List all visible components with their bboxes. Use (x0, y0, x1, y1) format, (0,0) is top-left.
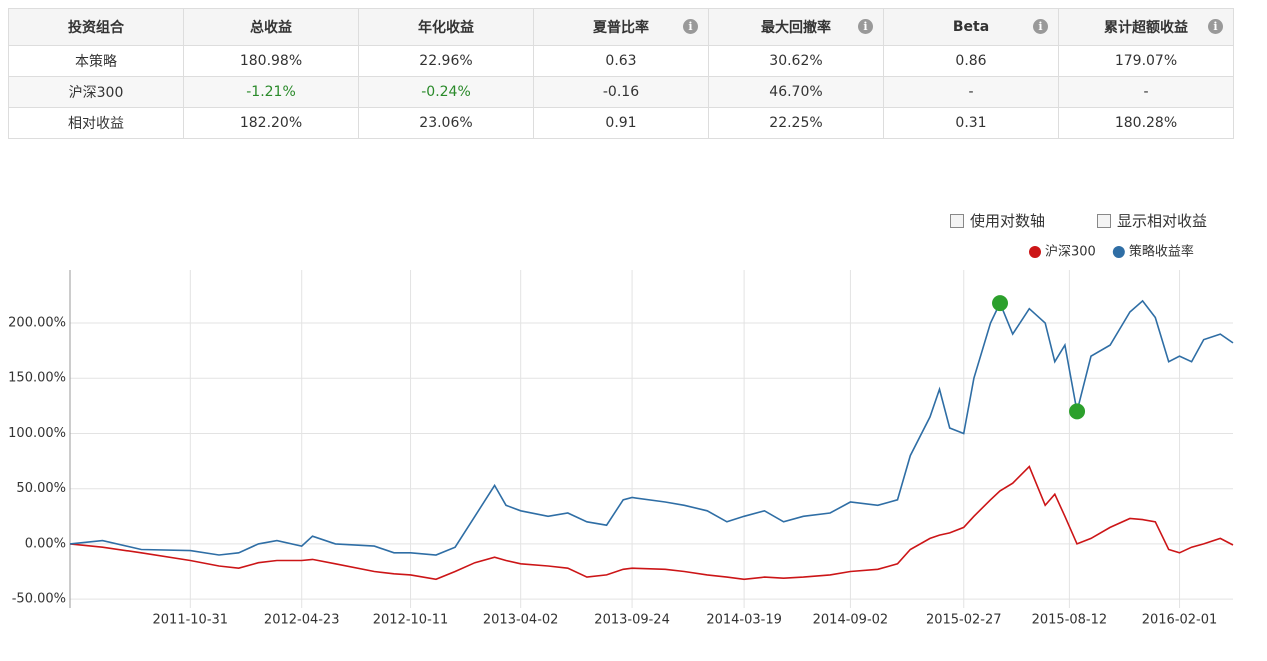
checkbox[interactable] (1097, 213, 1111, 228)
x-tick-label: 2014-03-19 (706, 613, 782, 628)
info-icon[interactable]: i (1208, 19, 1223, 34)
cell: - (883, 76, 1059, 108)
x-tick-label: 2016-02-01 (1142, 613, 1218, 628)
header-cell: 投资组合 (8, 8, 184, 46)
header-text: Beta (952, 19, 990, 35)
y-tick-label: 100.00% (8, 426, 66, 441)
cell: 0.91 (533, 107, 709, 139)
cell: 0.63 (533, 45, 709, 77)
y-tick-label: 200.00% (8, 316, 66, 331)
cell: 22.96% (358, 45, 534, 77)
x-tick-label: 2013-09-24 (594, 613, 670, 628)
cell: -0.24% (358, 76, 534, 108)
checkbox-label[interactable]: 显示相对收益 (1117, 212, 1208, 230)
series-line (69, 465, 1234, 581)
info-icon[interactable]: i (858, 19, 873, 34)
header-cell: 最大回撤率 i (708, 8, 884, 46)
header-cell: 累计超额收益 i (1058, 8, 1234, 46)
checkbox-label[interactable]: 使用对数轴 (970, 212, 1046, 230)
cell: 相对收益 (8, 107, 184, 139)
cell: 0.86 (883, 45, 1059, 77)
cell: - (1058, 76, 1234, 108)
cell: 46.70% (708, 76, 884, 108)
legend-label[interactable]: 策略收益率 (1129, 244, 1194, 260)
log-axis-toggle[interactable]: 使用对数轴 (950, 210, 1045, 231)
y-tick-label: -50.00% (12, 592, 66, 607)
y-tick-label: 50.00% (16, 481, 66, 496)
header-text: 最大回撤率 (761, 20, 831, 36)
relative-toggle[interactable]: 显示相对收益 (1097, 210, 1207, 231)
checkbox[interactable] (950, 213, 964, 228)
x-tick-label: 2012-04-23 (264, 613, 340, 628)
x-tick-label: 2013-04-02 (483, 613, 559, 628)
info-icon[interactable]: i (683, 19, 698, 34)
cell: 0.31 (883, 107, 1059, 139)
x-tick-label: 2014-09-02 (813, 613, 889, 628)
header-cell: 总收益 (183, 8, 359, 46)
series-line (69, 299, 1234, 556)
y-tick-label: 150.00% (8, 371, 66, 386)
drawdown-marker (1069, 403, 1086, 420)
cell: 179.07% (1058, 45, 1234, 77)
header-text: 累计超额收益 (1104, 20, 1188, 36)
cell: -0.16 (533, 76, 709, 108)
drawdown-marker (992, 295, 1009, 312)
header-cell: 夏普比率 i (533, 8, 709, 46)
info-icon[interactable]: i (1033, 19, 1048, 34)
x-tick-label: 2011-10-31 (153, 613, 229, 628)
cell: 30.62% (708, 45, 884, 77)
cell: 沪深300 (8, 76, 184, 108)
x-tick-label: 2015-08-12 (1032, 613, 1108, 628)
legend-marker[interactable] (1112, 246, 1125, 258)
cell: 22.25% (708, 107, 884, 139)
header-cell: Beta i (883, 8, 1059, 46)
cell: 180.28% (1058, 107, 1234, 139)
cell: 182.20% (183, 107, 359, 139)
cell: 180.98% (183, 45, 359, 77)
stats-table: 投资组合 总收益 年化收益 夏普比率 i 最大回撤率 i Beta i 累计超额收益 i… (8, 8, 1234, 139)
legend-marker[interactable] (1029, 246, 1041, 258)
header-text: 夏普比率 (593, 20, 649, 36)
cell: 23.06% (358, 107, 534, 139)
x-tick-label: 2015-02-27 (926, 613, 1002, 628)
x-tick-label: 2012-10-11 (373, 613, 449, 628)
y-tick-label: 0.00% (25, 536, 66, 551)
header-cell: 年化收益 (358, 8, 534, 46)
cell: 本策略 (8, 45, 184, 77)
cell: -1.21% (183, 76, 359, 108)
legend-label[interactable]: 沪深300 (1045, 244, 1096, 260)
